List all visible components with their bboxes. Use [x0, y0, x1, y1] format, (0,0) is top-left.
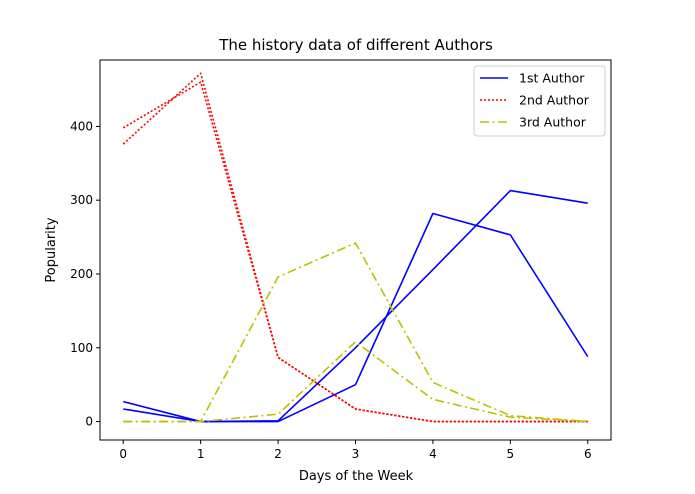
- legend-label: 2nd Author: [519, 93, 590, 108]
- chart-title: The history data of different Authors: [218, 36, 493, 54]
- y-tick-label: 0: [85, 415, 93, 429]
- series-line-5: [123, 242, 588, 423]
- x-tick-label: 0: [119, 447, 127, 461]
- x-tick-label: 6: [584, 447, 592, 461]
- legend-label: 3rd Author: [519, 115, 587, 130]
- legend: 1st Author 2nd Author 3rd Author: [473, 65, 606, 137]
- x-axis-ticks: 0 1 2 3 4 5 6: [119, 440, 592, 461]
- y-axis-ticks: 0 100 200 300 400: [70, 119, 100, 429]
- series-line-4: [122, 72, 588, 423]
- x-tick-label: 4: [429, 447, 437, 461]
- legend-label: 1st Author: [519, 71, 585, 86]
- x-axis-label: Days of the Week: [299, 469, 414, 484]
- series-line-6: [123, 341, 588, 423]
- y-tick-label: 100: [70, 341, 93, 355]
- y-tick-label: 300: [70, 193, 93, 207]
- plot-lines: [122, 72, 589, 423]
- x-tick-label: 1: [197, 447, 205, 461]
- y-tick-label: 400: [70, 119, 93, 133]
- x-tick-label: 2: [274, 447, 282, 461]
- x-tick-label: 5: [507, 447, 515, 461]
- y-axis-label: Popularity: [44, 217, 59, 282]
- series-line-2: [123, 189, 588, 423]
- legend-box: [473, 65, 606, 137]
- y-tick-label: 200: [70, 267, 93, 281]
- series-line-1: [123, 212, 589, 423]
- x-tick-label: 3: [352, 447, 360, 461]
